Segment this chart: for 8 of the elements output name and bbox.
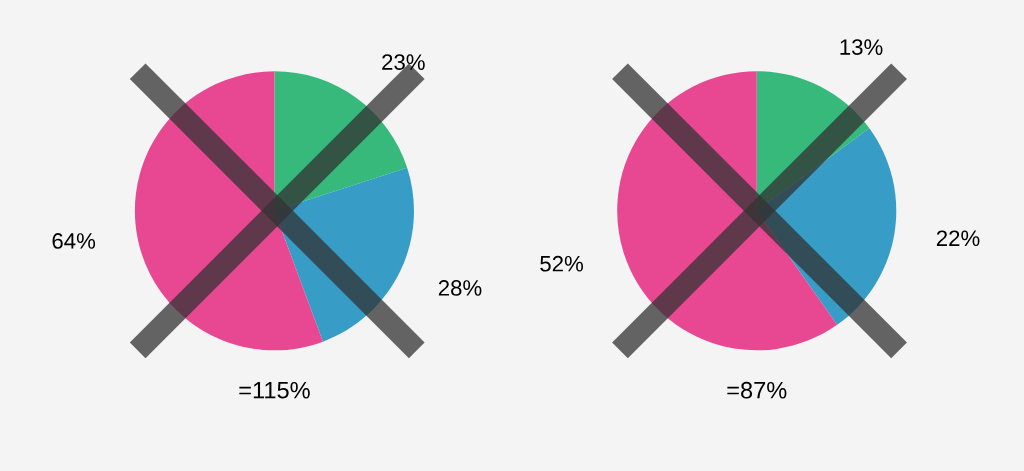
data-label: 23%: [382, 54, 425, 70]
text: =87%: [727, 381, 787, 399]
data-label: 64%: [52, 233, 96, 249]
data-label: 52%: [540, 255, 583, 272]
data-label: 28%: [438, 280, 482, 296]
text: =115%: [239, 381, 310, 399]
data-label: 22%: [936, 230, 980, 247]
data-label: 13%: [840, 39, 883, 55]
